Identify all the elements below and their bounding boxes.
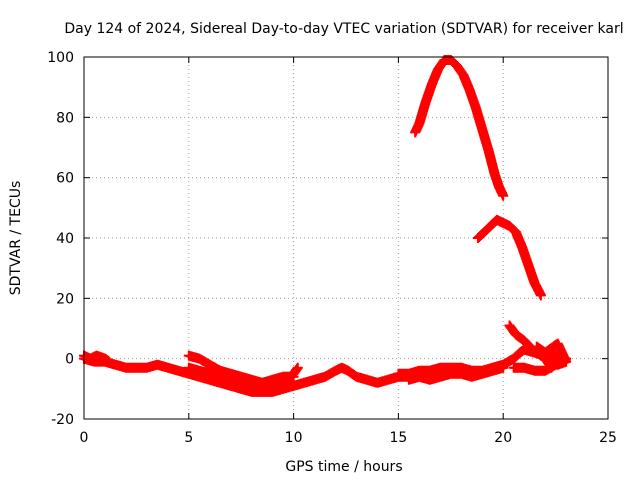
y-axis-label: SDTVAR / TECUs bbox=[8, 181, 24, 296]
y-tick-label: 80 bbox=[56, 110, 74, 126]
chart-title: Day 124 of 2024, Sidereal Day-to-day VTE… bbox=[64, 21, 623, 37]
plot-frame bbox=[83, 56, 609, 420]
series-track-10 bbox=[473, 214, 546, 301]
x-tick-label: 25 bbox=[599, 430, 617, 446]
data-point bbox=[104, 356, 115, 367]
y-tick-label: 100 bbox=[47, 50, 74, 66]
x-tick-label: 15 bbox=[389, 430, 407, 446]
data-point bbox=[498, 190, 509, 201]
y-tick-label: 60 bbox=[56, 171, 74, 187]
axis-ticks: 0 5 10 15 20 25 -20 0 20 40 60 80 100 bbox=[47, 50, 617, 446]
data-point bbox=[292, 362, 303, 373]
series-track-4 bbox=[183, 362, 303, 394]
series-track-6 bbox=[403, 362, 509, 385]
y-tick-label: -20 bbox=[51, 412, 74, 428]
x-axis-label: GPS time / hours bbox=[285, 459, 402, 475]
data-point bbox=[535, 290, 546, 301]
y-tick-label: 20 bbox=[56, 291, 74, 307]
y-tick-label: 40 bbox=[56, 231, 74, 247]
x-tick-label: 0 bbox=[80, 430, 89, 446]
data-point bbox=[546, 362, 557, 373]
x-tick-label: 20 bbox=[494, 430, 512, 446]
data-points bbox=[79, 55, 572, 397]
series-track-8 bbox=[508, 338, 572, 376]
x-tick-label: 5 bbox=[184, 430, 193, 446]
data-point bbox=[498, 362, 509, 373]
x-tick-label: 10 bbox=[285, 430, 303, 446]
y-tick-label: 0 bbox=[65, 352, 74, 368]
